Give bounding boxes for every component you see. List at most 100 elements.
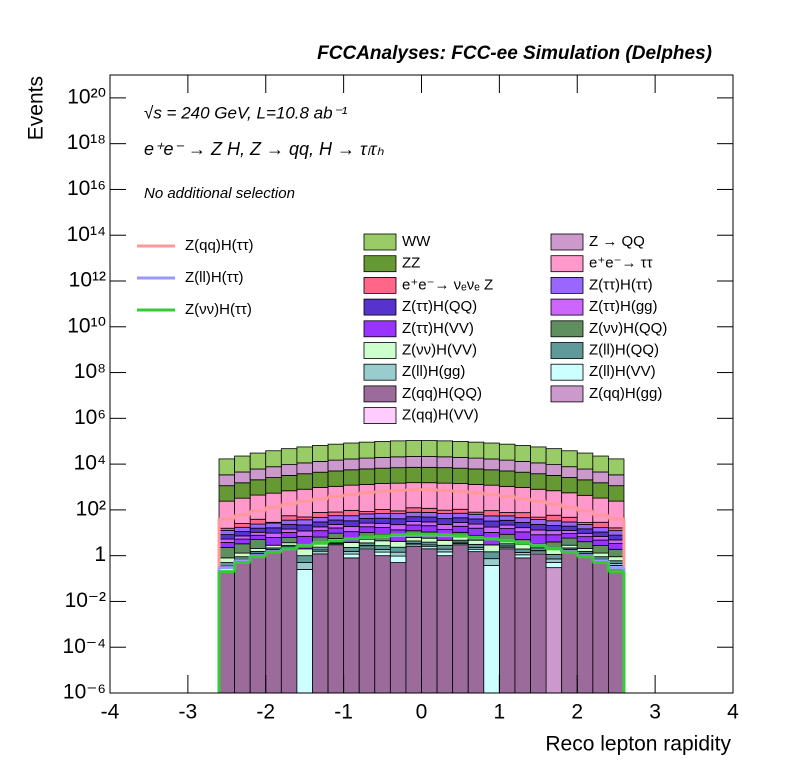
bar-segment: [265, 477, 282, 494]
bar-segment: [218, 500, 235, 529]
bar-segment: [561, 537, 578, 546]
bar-segment: [374, 526, 391, 535]
bar-segment: [280, 528, 298, 533]
bar-segment: [530, 462, 547, 475]
bar-segment: [561, 492, 578, 518]
bar-segment: [561, 551, 578, 694]
bar-segment: [358, 517, 376, 524]
legend-swatch: [550, 276, 584, 294]
bar-segment: [234, 535, 251, 540]
bar-segment: [296, 562, 313, 570]
bar-segment: [312, 471, 329, 488]
bar-segment: [312, 553, 329, 694]
bar-segment: [483, 442, 500, 460]
bar-segment: [265, 527, 282, 534]
bar-segment: [405, 466, 422, 484]
bar-segment: [608, 560, 625, 565]
bar-segment: [483, 551, 500, 560]
bar-segment: [234, 552, 251, 558]
bar-segment: [530, 529, 547, 536]
bar-segment: [327, 511, 345, 517]
bar-segment: [327, 544, 345, 694]
bar-segment: [218, 529, 235, 536]
bar-segment: [421, 537, 438, 543]
bar-segment: [483, 469, 500, 486]
bar-segment: [389, 555, 407, 563]
bar-segment: [249, 555, 267, 694]
bar-segment: [421, 466, 438, 484]
bar-segment: [483, 520, 500, 528]
bar-segment: [514, 517, 531, 523]
y-tick-label: 10⁻²: [65, 589, 106, 612]
bar-segment: [608, 534, 625, 541]
bar-segment: [514, 512, 531, 519]
bar-segment: [405, 521, 422, 526]
chart-title: FCCAnalyses: FCC-ee Simulation (Delphes): [317, 43, 712, 64]
bar-segment: [576, 452, 594, 470]
bar-segment: [312, 521, 329, 528]
bar-segment: [467, 527, 485, 536]
bar-segment: [436, 467, 454, 484]
bar-segment: [436, 513, 454, 520]
bar-segment: [467, 468, 485, 485]
bar-segment: [436, 544, 454, 550]
bar-segment: [592, 539, 609, 546]
bar-segment: [343, 542, 360, 548]
bar-segment: [576, 555, 594, 694]
bar-segment: [265, 551, 282, 694]
legend-swatch: [363, 363, 397, 381]
bar-segment: [467, 513, 485, 520]
bar-segment: [498, 512, 516, 517]
bar-segment: [405, 516, 422, 522]
bar-segment: [249, 531, 267, 536]
legend-label: Z(ττ)H(VV): [402, 320, 474, 337]
bar-segment: [608, 548, 625, 558]
bar-segment: [592, 531, 609, 538]
bar-segment: [514, 445, 531, 462]
legend-label: Z(qq)H(gg): [589, 385, 662, 402]
bar-segment: [483, 558, 500, 566]
legend-label: e⁺e⁻→ ττ: [589, 255, 653, 272]
bar-segment: [358, 483, 376, 512]
bar-segment: [592, 562, 609, 694]
bar-segment: [421, 548, 438, 694]
bar-segment: [483, 565, 500, 694]
bar-segment: [498, 443, 516, 461]
y-tick-label: 10⁸: [74, 360, 106, 383]
bar-segment: [576, 468, 594, 481]
bar-segment: [452, 483, 469, 510]
bar-segment: [608, 500, 625, 529]
bar-segment: [467, 551, 485, 694]
bar-segment: [389, 467, 407, 484]
bar-segment: [312, 526, 329, 532]
bar-segment: [576, 528, 594, 534]
bar-segment: [389, 513, 407, 520]
bar-segment: [561, 516, 578, 523]
bar-segment: [514, 554, 531, 559]
bar-segment: [530, 473, 547, 490]
bar-segment: [280, 448, 298, 466]
y-tick-label: 10¹⁰: [67, 314, 106, 337]
x-tick-label: -2: [256, 701, 275, 724]
x-tick-label: 0: [416, 701, 428, 724]
bar-segment: [530, 553, 547, 694]
bar-segment: [545, 525, 563, 532]
bar-segment: [343, 509, 360, 517]
bar-segment: [405, 456, 422, 468]
bar-segment: [421, 440, 438, 457]
bar-segment: [576, 541, 594, 549]
bar-segment: [374, 467, 391, 484]
x-tick-label: -3: [179, 701, 198, 724]
y-tick-label: 10⁴: [74, 452, 106, 475]
bar-segment: [312, 530, 329, 538]
bar-segment: [592, 545, 609, 554]
bar-segment: [608, 474, 625, 487]
bar-segment: [436, 456, 454, 469]
y-tick-label: 10²⁰: [67, 85, 106, 108]
bar-segment: [312, 546, 329, 551]
bar-segment: [296, 548, 313, 557]
bar-segment: [249, 523, 267, 529]
bar-segment: [576, 524, 594, 530]
bar-segment: [327, 519, 345, 525]
bar-segment: [374, 441, 391, 458]
